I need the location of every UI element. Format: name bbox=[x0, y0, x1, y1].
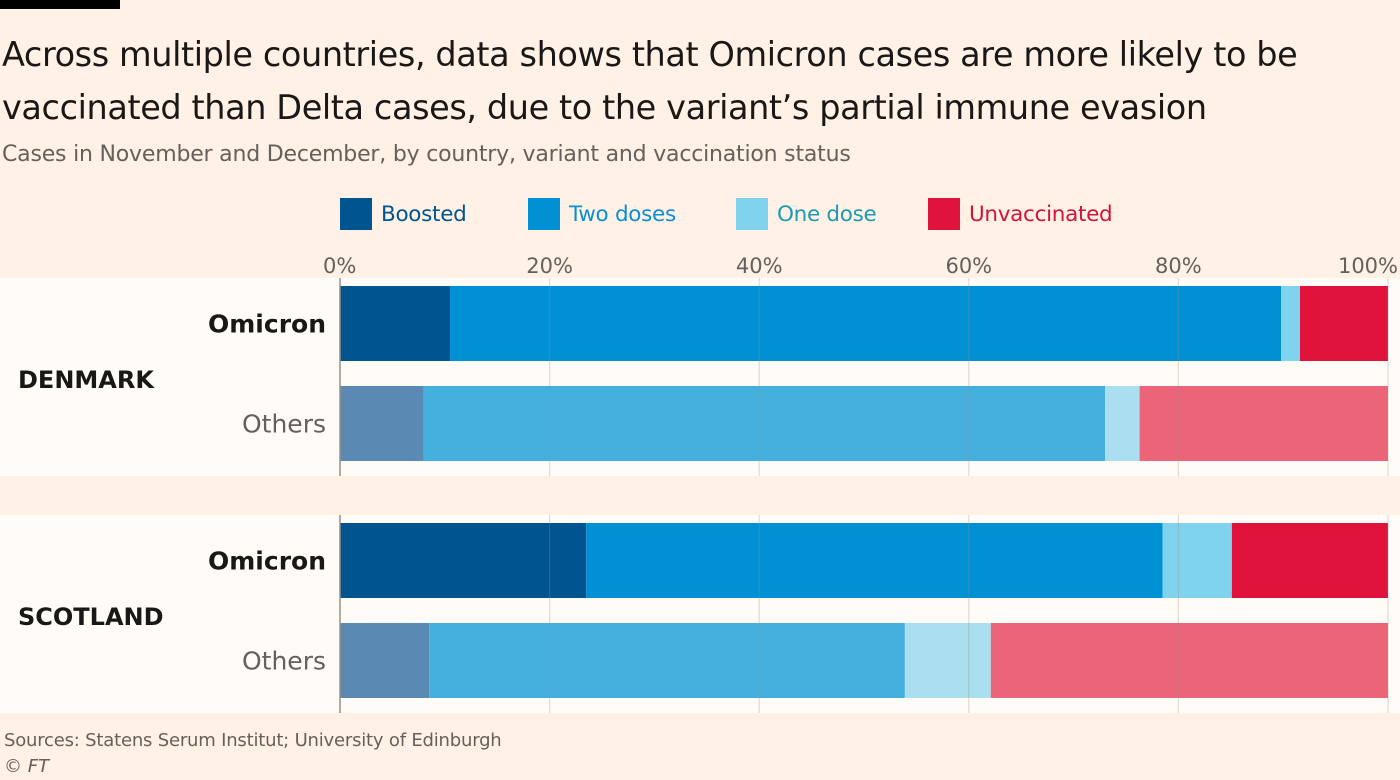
legend-swatch bbox=[340, 198, 372, 230]
bar-segment-denmark-omicron-one-dose bbox=[1281, 286, 1300, 361]
bar-segment-denmark-omicron-two-doses bbox=[450, 286, 1282, 361]
bar-segment-scotland-omicron-one-dose bbox=[1162, 523, 1232, 598]
legend-item-one-dose: One dose bbox=[736, 196, 877, 232]
x-tick-label: 60% bbox=[945, 254, 992, 278]
bar-label-denmark-others: Others bbox=[242, 410, 326, 439]
bar-segment-denmark-others-boosted bbox=[340, 386, 424, 461]
copyright-credit: © FT bbox=[4, 756, 50, 777]
chart-title: Across multiple countries, data shows th… bbox=[2, 35, 1298, 127]
legend-item-boosted: Boosted bbox=[340, 196, 467, 232]
bar-segment-scotland-others-boosted bbox=[340, 623, 430, 698]
x-tick-label: 100% bbox=[1338, 254, 1398, 278]
legend-item-unvaccinated: Unvaccinated bbox=[928, 196, 1113, 232]
bar-label-scotland-omicron: Omicron bbox=[208, 547, 326, 576]
bar-label-denmark-omicron: Omicron bbox=[208, 310, 326, 339]
bar-label-scotland-others: Others bbox=[242, 647, 326, 676]
x-tick-label: 20% bbox=[526, 254, 573, 278]
bar-segment-scotland-others-one-dose bbox=[904, 623, 991, 698]
chart-plot: 0% 20% 40% 60% 80% 100% DENMARK Omicron Others SC… bbox=[0, 254, 1400, 713]
country-label-denmark: DENMARK bbox=[18, 366, 155, 394]
chart-subtitle: Cases in November and December, by count… bbox=[2, 142, 851, 167]
source-note: Sources: Statens Serum Institut; Univers… bbox=[4, 730, 502, 751]
bar-segment-scotland-omicron-unvaccinated bbox=[1231, 523, 1388, 598]
bar-segment-scotland-omicron-two-doses bbox=[586, 523, 1163, 598]
bar-segment-denmark-omicron-unvaccinated bbox=[1299, 286, 1388, 361]
legend-label: Unvaccinated bbox=[969, 201, 1113, 227]
bar-segment-scotland-omicron-boosted bbox=[340, 523, 587, 598]
bar-segment-denmark-others-unvaccinated bbox=[1139, 386, 1388, 461]
legend-swatch bbox=[736, 198, 768, 230]
bar-segment-denmark-others-one-dose bbox=[1105, 386, 1140, 461]
x-tick-label: 80% bbox=[1155, 254, 1202, 278]
bar-segment-denmark-omicron-boosted bbox=[340, 286, 451, 361]
bar-segment-scotland-others-two-doses bbox=[429, 623, 905, 698]
x-tick-label: 40% bbox=[736, 254, 783, 278]
legend-label: Boosted bbox=[381, 201, 467, 227]
x-tick-label: 0% bbox=[323, 254, 356, 278]
country-label-scotland: SCOTLAND bbox=[18, 603, 164, 631]
legend-label: One dose bbox=[777, 201, 877, 227]
legend-item-two-doses: Two doses bbox=[528, 196, 676, 232]
legend-swatch bbox=[928, 198, 960, 230]
bar-segment-scotland-others-unvaccinated bbox=[990, 623, 1388, 698]
legend-swatch bbox=[528, 198, 560, 230]
legend-label: Two doses bbox=[569, 201, 676, 227]
bar-segment-denmark-others-two-doses bbox=[423, 386, 1106, 461]
top-rule bbox=[0, 0, 120, 9]
